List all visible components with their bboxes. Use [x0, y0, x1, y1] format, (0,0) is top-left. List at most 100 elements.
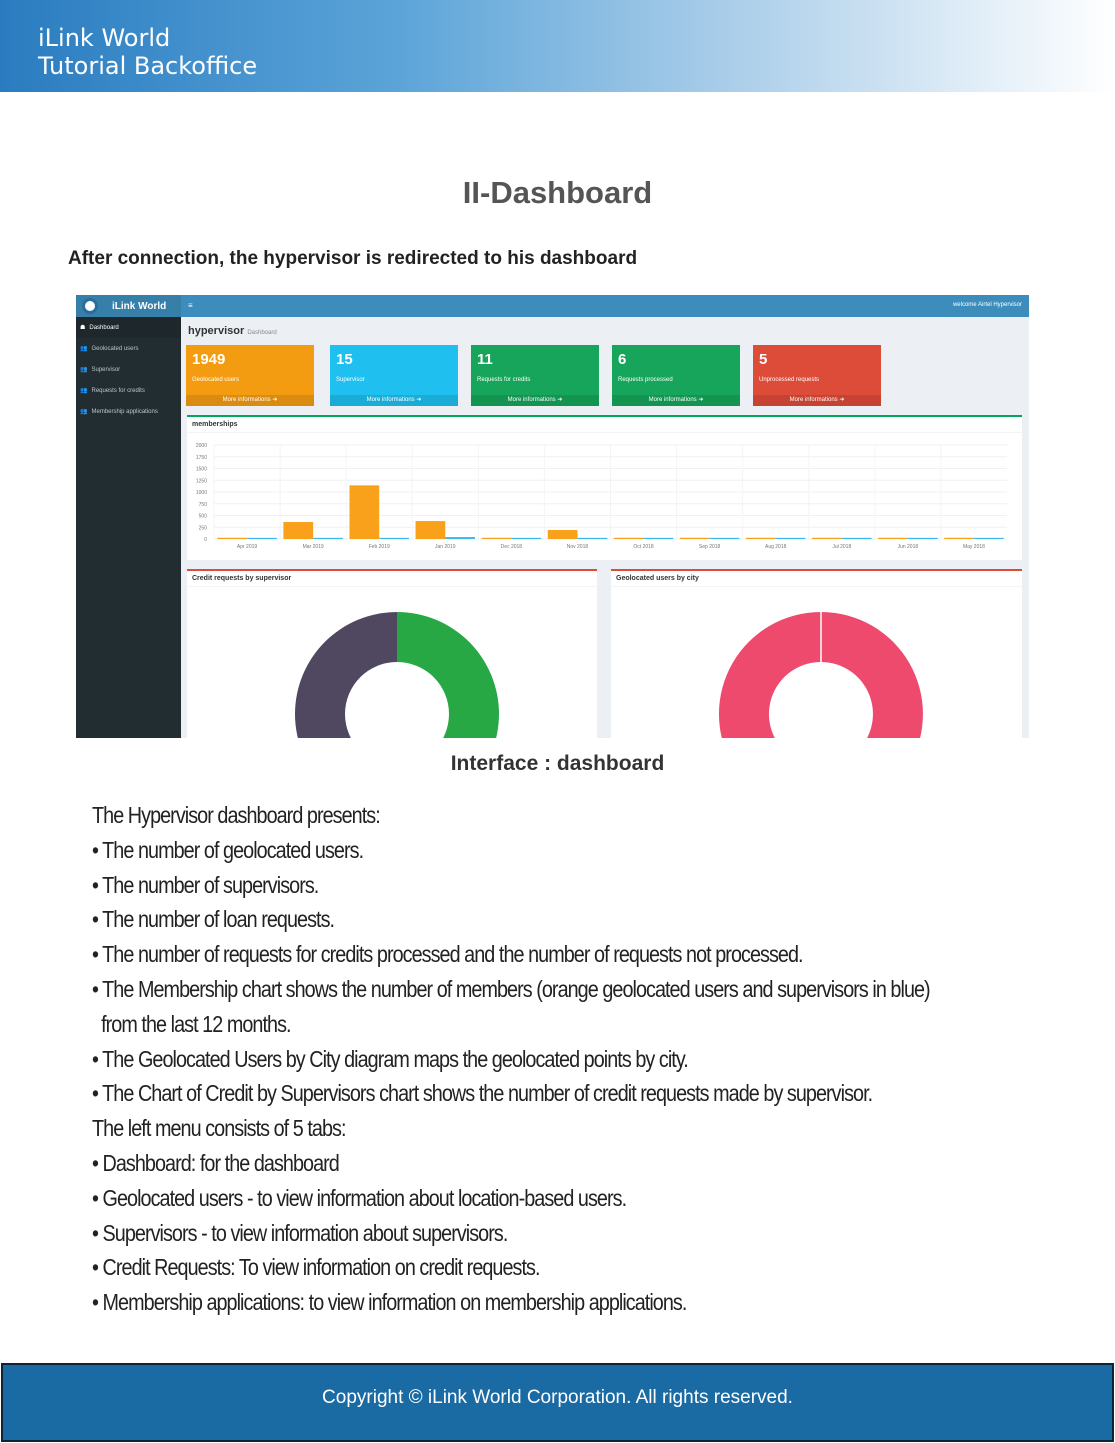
bar: [313, 537, 343, 539]
more-info-link[interactable]: More informations ➜: [753, 395, 881, 406]
body-line: • The Geolocated Users by City diagram m…: [92, 1045, 689, 1072]
stat-value: 6: [618, 351, 627, 368]
sidebar-item-label: Dashboard: [89, 324, 119, 331]
bar: [217, 537, 248, 539]
body-line: from the last 12 months.: [92, 1010, 291, 1037]
sidebar-item-label: Geolocated users: [91, 345, 139, 352]
x-tick-label: Jan 2019: [435, 544, 456, 550]
content-subtitle: Dashboard: [247, 330, 277, 336]
sidebar-item-dashboard[interactable]: ☗ Dashboard: [76, 317, 181, 338]
y-tick-label: 2000: [196, 443, 207, 449]
body-line: • The Membership chart shows the number …: [92, 975, 931, 1002]
bar: [445, 537, 476, 539]
sidebar-item-label: Supervisor: [91, 366, 121, 373]
donut-slice-green: [397, 612, 499, 738]
x-tick-label: Nov 2018: [567, 544, 589, 550]
stat-value: 1949: [192, 351, 226, 368]
dashboard-icon: ☗: [80, 325, 86, 331]
body-text: The Hypervisor dashboard presents: • The …: [92, 798, 1115, 1320]
logo-text: iLink World: [112, 300, 167, 312]
bar: [349, 485, 380, 539]
x-tick-label: Dec 2018: [501, 544, 523, 550]
body-line: • Geolocated users - to view information…: [92, 1184, 627, 1211]
y-tick-label: 250: [199, 525, 208, 531]
y-tick-label: 1750: [196, 455, 207, 461]
body-line: The left menu consists of 5 tabs:: [92, 1115, 346, 1142]
bar: [643, 537, 674, 539]
stat-value: 11: [477, 351, 493, 368]
y-tick-label: 0: [204, 537, 207, 543]
more-info-link[interactable]: More informations ➜: [612, 395, 740, 406]
stat-box: 11 Requests for credits More informations …: [471, 345, 599, 406]
bar: [547, 530, 578, 539]
bar: [415, 521, 446, 539]
sidebar-item-label: Membership applications: [91, 408, 158, 415]
y-tick-label: 1000: [196, 490, 207, 496]
bar: [709, 537, 740, 539]
bar: [481, 537, 512, 539]
bar: [247, 537, 277, 539]
body-line: • The number of requests for credits pro…: [92, 941, 804, 968]
x-tick-label: Feb 2019: [369, 544, 390, 550]
stat-box: 15 Supervisor More informations ➜: [330, 345, 458, 406]
dashboard-screenshot: iLink World ☗ Dashboard 👥 Geolocated users…: [76, 295, 1029, 738]
memberships-chart: 0 250 500 750 1000 1250 1500 1750 2000 Apr 2019 Ma…: [196, 443, 1007, 550]
body-line: • The Chart of Credit by Supervisors cha…: [92, 1080, 873, 1107]
geo-panel: Geolocated users by city: [611, 569, 1022, 738]
welcome-text: welcome Airtel Hypervisor: [952, 302, 1022, 308]
logo: iLink World: [76, 295, 181, 317]
stat-box: 1949 Geolocated users More informations ➜: [186, 345, 314, 406]
stat-value: 5: [759, 351, 768, 368]
body-line: • Credit Requests: To view information o…: [92, 1254, 540, 1281]
body-line: • The number of loan requests.: [92, 906, 335, 933]
stat-label: Geolocated users: [192, 377, 240, 383]
memberships-title: memberships: [187, 417, 1022, 433]
x-tick-label: Oct 2018: [633, 544, 654, 550]
sidebar-item-membership-applications[interactable]: 👥 Membership applications: [76, 401, 181, 422]
page-title: II-Dashboard: [462, 175, 653, 210]
sidebar-item-requests-for-credits[interactable]: 👥 Requests for credits: [76, 380, 181, 401]
bar: [973, 537, 1004, 539]
bar: [841, 537, 872, 539]
bar: [745, 537, 776, 539]
y-tick-label: 750: [199, 502, 208, 508]
bar: [613, 537, 644, 539]
users-icon: 👥: [80, 388, 88, 394]
more-info-link[interactable]: More informations ➜: [186, 395, 314, 406]
geo-title: Geolocated users by city: [611, 571, 1022, 587]
geo-donut: [718, 612, 923, 738]
body-line: • Supervisors - to view information abou…: [92, 1219, 508, 1246]
y-tick-label: 1250: [196, 478, 207, 484]
stat-label: Unprocessed requests: [759, 377, 820, 383]
more-info-link[interactable]: More informations ➜: [471, 395, 599, 406]
sidebar-item-geolocated-users[interactable]: 👥 Geolocated users: [76, 338, 181, 359]
bar: [679, 537, 710, 539]
users-icon: 👥: [80, 409, 88, 415]
content-header: hypervisor Dashboard: [188, 325, 277, 337]
body-line: • The number of geolocated users.: [92, 836, 364, 863]
y-tick-label: 500: [199, 514, 208, 520]
body-line: • The number of supervisors.: [92, 871, 319, 898]
stat-box: 6 Requests processed More informations ➜: [612, 345, 740, 406]
content-title: hypervisor: [188, 325, 245, 337]
footer: Copyright © iLink World Corporation. All…: [1, 1363, 1114, 1442]
bar: [379, 537, 409, 539]
hamburger-icon[interactable]: ≡: [188, 301, 193, 310]
header-line2: Tutorial Backoffice: [38, 52, 258, 80]
header-line1: iLink World: [38, 24, 171, 52]
users-icon: 👥: [80, 346, 88, 352]
bar: [577, 537, 608, 539]
credit-panel: Credit requests by supervisor: [187, 569, 597, 738]
globe-icon: [82, 298, 98, 314]
top-bar: ≡ welcome Airtel Hypervisor: [181, 295, 1029, 317]
x-tick-label: Jun 2018: [898, 544, 919, 550]
more-info-link[interactable]: More informations ➜: [330, 395, 458, 406]
sidebar-item-supervisor[interactable]: 👥 Supervisor: [76, 359, 181, 380]
body-line: The Hypervisor dashboard presents:: [92, 802, 381, 828]
x-tick-label: Aug 2018: [765, 544, 787, 550]
x-tick-label: Sep 2018: [699, 544, 721, 550]
sidebar-item-label: Requests for credits: [91, 387, 145, 394]
x-tick-label: Mar 2019: [303, 544, 324, 550]
bar: [511, 537, 542, 539]
bar: [944, 537, 974, 539]
